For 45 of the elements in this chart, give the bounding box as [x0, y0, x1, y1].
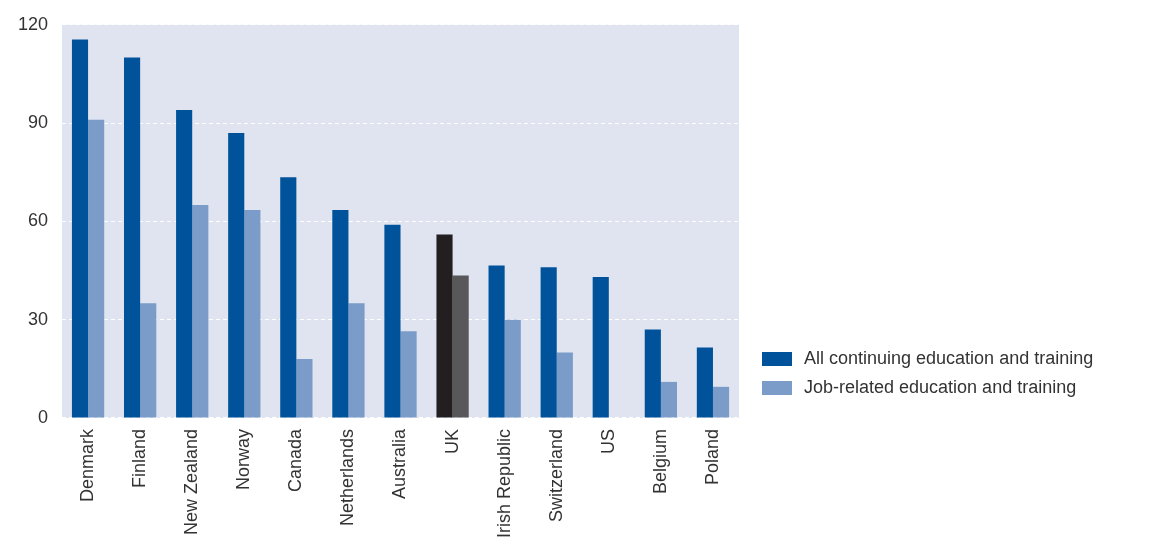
bar — [696, 347, 713, 418]
x-tick-label: Netherlands — [337, 428, 358, 527]
bar — [124, 57, 141, 418]
x-tick-label: Norway — [233, 428, 254, 490]
y-tick-label: 120 — [17, 13, 49, 34]
bar — [228, 132, 245, 418]
y-tick-label: 30 — [28, 308, 49, 329]
bar — [332, 209, 349, 418]
bar — [280, 177, 297, 418]
bar — [660, 381, 678, 418]
bar — [712, 386, 730, 418]
bar — [71, 39, 89, 418]
y-tick-label: 60 — [28, 210, 49, 231]
x-tick-label: US — [597, 428, 618, 454]
bar — [504, 319, 521, 418]
x-tick-label: Canada — [285, 427, 306, 493]
bar — [488, 265, 505, 418]
bar — [192, 205, 209, 418]
bar — [244, 209, 261, 418]
bar — [644, 329, 661, 418]
bar — [296, 358, 313, 418]
x-tick-label: Denmark — [77, 427, 98, 502]
bar — [176, 109, 193, 418]
bar — [348, 303, 365, 418]
bar — [88, 119, 105, 418]
bar — [140, 303, 157, 418]
x-tick-label: UK — [441, 428, 462, 454]
legend-label: Job-related education and training — [804, 377, 1077, 398]
bar — [540, 267, 557, 418]
bar — [592, 277, 609, 418]
x-tick-label: New Zealand — [181, 428, 202, 536]
x-tick-label: Poland — [701, 428, 722, 486]
legend-label: All continuing education and training — [804, 348, 1094, 369]
bar — [452, 275, 469, 418]
bar — [400, 331, 417, 418]
bar — [556, 352, 573, 418]
bar — [384, 224, 401, 418]
x-tick-label: Australia — [389, 427, 410, 499]
bar — [436, 234, 453, 418]
x-tick-label: Finland — [129, 428, 150, 488]
y-tick-label: 90 — [28, 112, 49, 133]
x-tick-label: Belgium — [649, 428, 670, 494]
x-tick-label: Switzerland — [545, 428, 566, 522]
x-tick-label: Irish Republic — [493, 428, 514, 538]
y-tick-label: 0 — [38, 406, 49, 427]
